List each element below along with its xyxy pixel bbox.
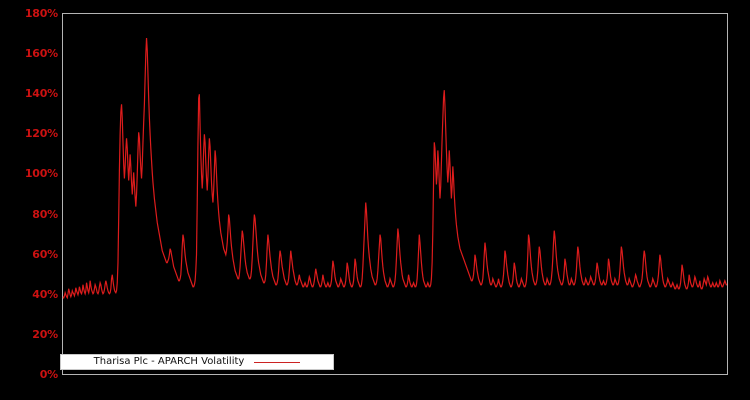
y-axis-tick-label: 0% — [39, 368, 58, 381]
plot-area — [62, 13, 728, 375]
y-axis-tick-label: 120% — [24, 127, 58, 141]
y-axis-tick-label: 140% — [24, 87, 58, 101]
y-axis-tick-label: 160% — [24, 47, 58, 61]
y-axis-tick-label: 60% — [32, 247, 58, 261]
y-axis-tick-label: 180% — [24, 7, 58, 20]
y-axis-tick-label: 100% — [24, 167, 58, 181]
y-axis-tick-label: 20% — [32, 327, 58, 341]
y-axis-tick-labels: 180% 160% 140% 120% 100% 80% 60% 40% 20% 0% — [0, 0, 58, 400]
legend-line-sample — [254, 361, 301, 363]
legend-label: Tharisa Plc - APARCH Volatility — [93, 356, 245, 367]
legend: Tharisa Plc - APARCH Volatility — [60, 354, 334, 370]
y-axis-tick-label: 40% — [32, 287, 58, 301]
y-axis-tick-label: 80% — [32, 207, 58, 221]
